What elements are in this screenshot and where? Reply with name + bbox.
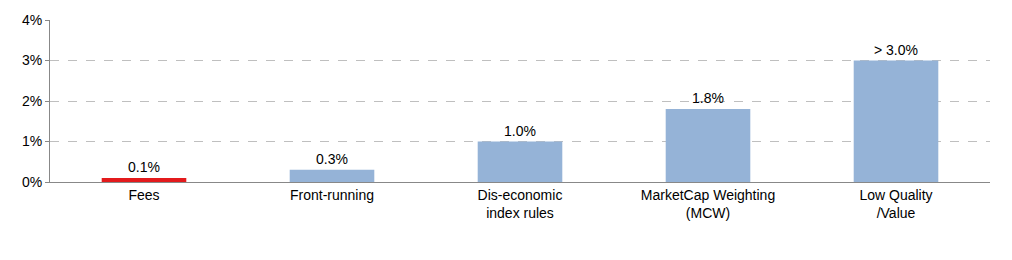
svg-text:3%: 3% — [22, 52, 42, 68]
svg-text:1.8%: 1.8% — [692, 90, 724, 106]
svg-text:> 3.0%: > 3.0% — [874, 42, 918, 58]
svg-text:Low Quality/Value: Low Quality/Value — [859, 187, 932, 221]
svg-text:Fees: Fees — [128, 187, 159, 203]
svg-text:1%: 1% — [22, 133, 42, 149]
svg-text:Front-running: Front-running — [290, 187, 374, 203]
svg-text:4%: 4% — [22, 12, 42, 28]
svg-text:MarketCap Weighting(MCW): MarketCap Weighting(MCW) — [641, 187, 775, 221]
svg-text:0%: 0% — [22, 174, 42, 190]
svg-text:1.0%: 1.0% — [504, 123, 536, 139]
svg-text:0.1%: 0.1% — [128, 159, 160, 175]
svg-text:2%: 2% — [22, 93, 42, 109]
svg-text:Dis-economicindex rules: Dis-economicindex rules — [478, 187, 563, 221]
svg-text:0.3%: 0.3% — [316, 151, 348, 167]
